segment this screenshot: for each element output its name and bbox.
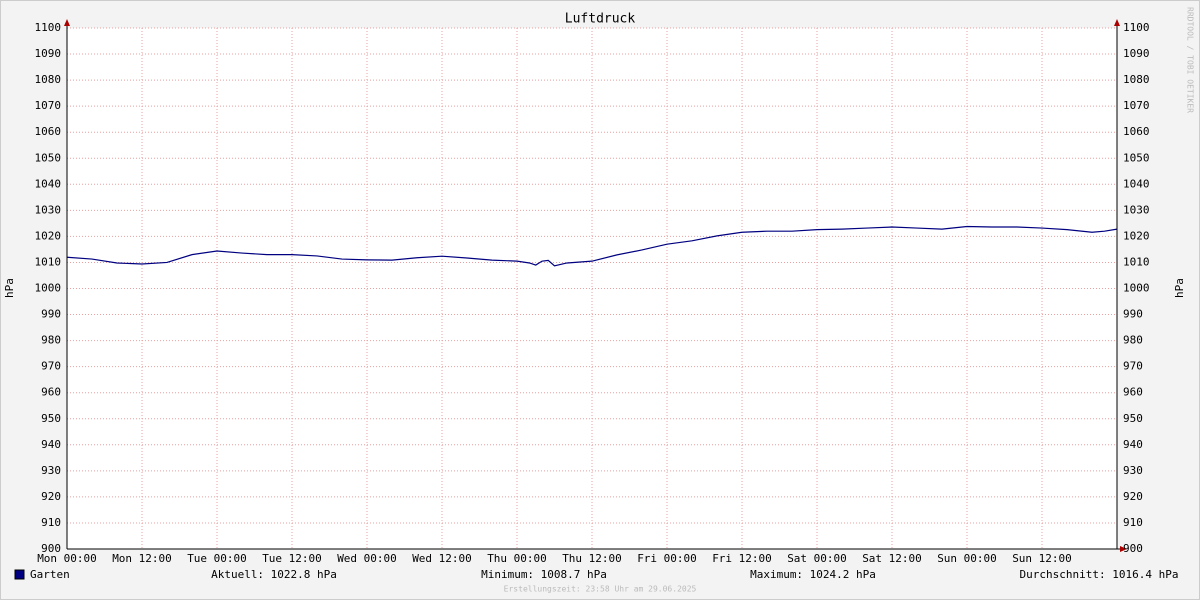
y-tick-label: 1000 xyxy=(35,282,62,295)
x-tick-label: Thu 00:00 xyxy=(487,552,547,565)
y2-tick-label: 1070 xyxy=(1123,99,1150,112)
y-tick-label: 930 xyxy=(41,464,61,477)
y2-tick-label: 900 xyxy=(1123,542,1143,555)
legend-stat: Minimum: 1008.7 hPa xyxy=(481,568,607,581)
y2-tick-label: 1100 xyxy=(1123,21,1150,34)
y-tick-label: 1100 xyxy=(35,21,62,34)
y2-tick-label: 1020 xyxy=(1123,229,1150,242)
y-tick-label: 1020 xyxy=(35,229,62,242)
x-tick-label: Sun 00:00 xyxy=(937,552,997,565)
x-tick-label: Sat 00:00 xyxy=(787,552,847,565)
watermark: RRDTOOL / TOBI OETIKER xyxy=(1186,7,1195,113)
y-tick-label: 1080 xyxy=(35,73,62,86)
y2-tick-label: 920 xyxy=(1123,490,1143,503)
y2-tick-label: 1050 xyxy=(1123,151,1150,164)
x-tick-label: Mon 00:00 xyxy=(37,552,97,565)
y2-tick-label: 980 xyxy=(1123,334,1143,347)
legend-stat: Maximum: 1024.2 hPa xyxy=(750,568,876,581)
y2-tick-label: 910 xyxy=(1123,516,1143,529)
y-tick-label: 920 xyxy=(41,490,61,503)
y-tick-label: 1040 xyxy=(35,177,62,190)
y2-tick-label: 950 xyxy=(1123,412,1143,425)
marks xyxy=(66,225,1118,267)
y-tick-label: 1090 xyxy=(35,47,62,60)
footer: Erstellungszeit: 23:58 Uhr am 29.06.2025 xyxy=(504,585,697,594)
y-tick-label: 910 xyxy=(41,516,61,529)
y2-axis-label: hPa xyxy=(1173,278,1186,298)
y-tick-label: 950 xyxy=(41,412,61,425)
y-tick-label: 900 xyxy=(41,542,61,555)
y-tick-label: 980 xyxy=(41,334,61,347)
y-axis-label: hPa xyxy=(3,278,16,298)
y-tick-label: 990 xyxy=(41,308,61,321)
legend-stat: Durchschnitt: 1016.4 hPa xyxy=(1020,568,1179,581)
y2-tick-label: 930 xyxy=(1123,464,1143,477)
grid xyxy=(66,27,1117,550)
y2-tick-label: 940 xyxy=(1123,438,1143,451)
x-tick-label: Sun 12:00 xyxy=(1012,552,1072,565)
y2-tick-label: 1080 xyxy=(1123,73,1150,86)
y2-tick-label: 960 xyxy=(1123,386,1143,399)
y-tick-label: 1070 xyxy=(35,99,62,112)
y2-tick-label: 1000 xyxy=(1123,282,1150,295)
x-tick-label: Fri 12:00 xyxy=(712,552,772,565)
y2-tick-label: 1090 xyxy=(1123,47,1150,60)
x-tick-label: Thu 12:00 xyxy=(562,552,622,565)
y-tick-label: 1030 xyxy=(35,203,62,216)
y-tick-label: 1060 xyxy=(35,125,62,138)
y-tick-label: 960 xyxy=(41,386,61,399)
y2-tick-label: 1030 xyxy=(1123,203,1150,216)
y-tick-label: 970 xyxy=(41,360,61,373)
x-tick-label: Sat 12:00 xyxy=(862,552,922,565)
y-tick-label: 1050 xyxy=(35,151,62,164)
y-tick-label: 940 xyxy=(41,438,61,451)
legend-label: Garten xyxy=(30,568,70,581)
x-tick-label: Wed 12:00 xyxy=(412,552,472,565)
y2-tick-label: 970 xyxy=(1123,360,1143,373)
chart-title: Luftdruck xyxy=(565,12,636,27)
x-tick-label: Fri 00:00 xyxy=(637,552,697,565)
legend-stat: Aktuell: 1022.8 hPa xyxy=(211,568,337,581)
y2-tick-label: 1060 xyxy=(1123,125,1150,138)
x-tick-label: Tue 12:00 xyxy=(262,552,322,565)
x-tick-label: Tue 00:00 xyxy=(187,552,247,565)
y2-tick-label: 1010 xyxy=(1123,255,1150,268)
y2-tick-label: 1040 xyxy=(1123,177,1150,190)
legend-swatch xyxy=(14,569,25,580)
y2-tick-label: 990 xyxy=(1123,308,1143,321)
y-tick-label: 1010 xyxy=(35,255,62,268)
line xyxy=(66,225,1118,267)
x-tick-label: Mon 12:00 xyxy=(112,552,172,565)
x-tick-label: Wed 00:00 xyxy=(337,552,397,565)
